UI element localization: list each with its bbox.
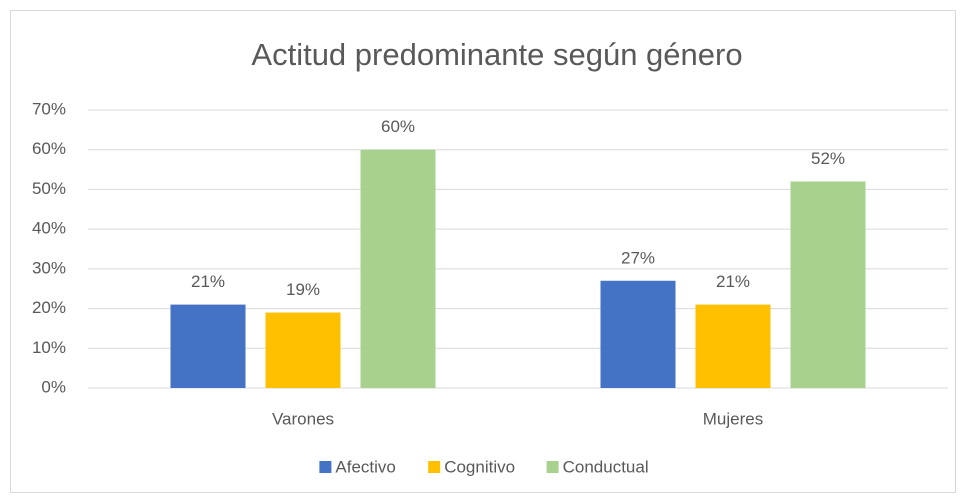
legend-label: Conductual (563, 457, 649, 476)
x-tick-label: Mujeres (703, 409, 763, 428)
legend-label: Cognitivo (444, 457, 515, 476)
legend-swatch (428, 461, 441, 473)
y-tick-label: 60% (32, 139, 66, 158)
data-label: 27% (621, 248, 655, 267)
data-label: 52% (811, 149, 845, 168)
x-tick-label: Varones (272, 409, 334, 428)
y-tick-label: 30% (32, 258, 66, 277)
legend-swatch (546, 461, 559, 473)
bar (790, 181, 866, 388)
data-label: 60% (381, 117, 415, 136)
bar (695, 304, 771, 388)
y-tick-label: 70% (32, 99, 66, 118)
bar (265, 312, 341, 388)
data-label: 21% (716, 272, 750, 291)
y-tick-label: 50% (32, 179, 66, 198)
y-tick-label: 20% (32, 298, 66, 317)
y-tick-label: 10% (32, 338, 66, 357)
bar (170, 304, 246, 388)
data-label: 21% (191, 272, 225, 291)
legend-swatch (319, 461, 332, 473)
data-label: 19% (286, 280, 320, 299)
bar (600, 280, 676, 388)
y-tick-label: 0% (41, 377, 66, 396)
chart-title: Actitud predominante según género (251, 37, 742, 72)
y-tick-label: 40% (32, 219, 66, 238)
bar (360, 149, 436, 388)
legend-label: Afectivo (335, 457, 395, 476)
